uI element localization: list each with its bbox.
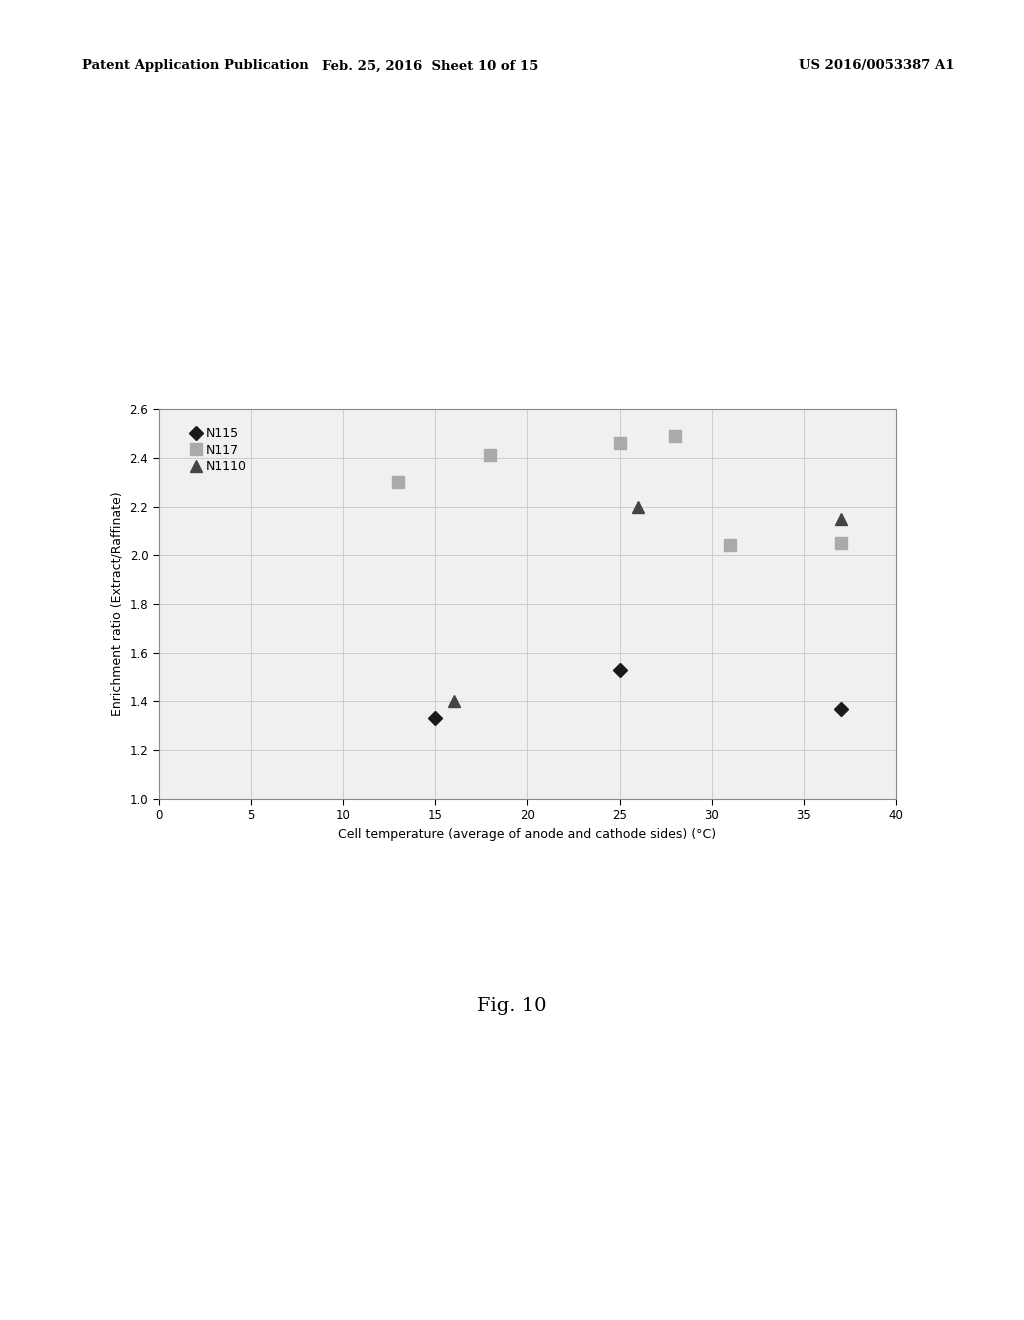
N1110 [835, 511, 847, 527]
N117 [484, 447, 497, 463]
N1110 [447, 693, 460, 709]
N117 [724, 537, 736, 553]
N115 [835, 701, 847, 717]
N115 [429, 710, 441, 726]
Text: Fig. 10: Fig. 10 [477, 997, 547, 1015]
N117 [613, 436, 626, 451]
Text: US 2016/0053387 A1: US 2016/0053387 A1 [799, 59, 954, 73]
Line: N1110: N1110 [449, 502, 846, 706]
Text: Patent Application Publication: Patent Application Publication [82, 59, 308, 73]
Line: N117: N117 [393, 430, 846, 550]
N117 [392, 474, 404, 490]
N117 [835, 535, 847, 550]
X-axis label: Cell temperature (average of anode and cathode sides) (°C): Cell temperature (average of anode and c… [338, 828, 717, 841]
Text: Feb. 25, 2016  Sheet 10 of 15: Feb. 25, 2016 Sheet 10 of 15 [322, 59, 539, 73]
N117 [669, 428, 681, 444]
Y-axis label: Enrichment ratio (Extract/Raffinate): Enrichment ratio (Extract/Raffinate) [111, 491, 124, 717]
N1110 [632, 499, 644, 515]
Legend: N115, N117, N1110: N115, N117, N1110 [187, 424, 251, 478]
Line: N115: N115 [430, 665, 846, 723]
N115 [613, 661, 626, 677]
